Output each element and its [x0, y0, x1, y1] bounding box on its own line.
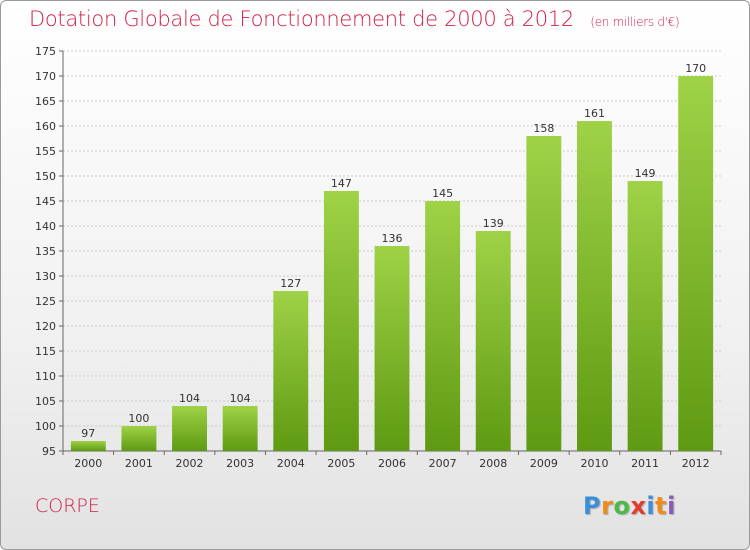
- bar-2003: [222, 406, 258, 451]
- x-tick-label: 2000: [74, 457, 102, 470]
- bar-2010: [576, 121, 612, 451]
- logo-letter: i: [646, 492, 656, 520]
- x-tick-label: 2001: [125, 457, 153, 470]
- y-tick-label: 145: [35, 195, 56, 208]
- commune-name: CORPE: [35, 495, 100, 517]
- logo-letter: o: [613, 492, 631, 520]
- x-tick-label: 2006: [378, 457, 406, 470]
- x-tick-label: 2012: [682, 457, 710, 470]
- data-label: 158: [533, 122, 554, 135]
- y-tick-label: 135: [35, 245, 56, 258]
- x-tick-label: 2010: [580, 457, 608, 470]
- y-tick-label: 120: [35, 320, 56, 333]
- x-tick-label: 2007: [429, 457, 457, 470]
- data-label: 139: [483, 217, 504, 230]
- data-label: 97: [81, 427, 95, 440]
- logo-letter: x: [630, 492, 647, 520]
- data-label: 100: [128, 412, 149, 425]
- y-tick-label: 155: [35, 145, 56, 158]
- y-tick-label: 110: [35, 370, 56, 383]
- y-tick-label: 165: [35, 95, 56, 108]
- bar-2009: [526, 136, 562, 451]
- bar-2006: [374, 246, 410, 451]
- data-label: 147: [331, 177, 352, 190]
- data-label: 149: [635, 167, 656, 180]
- logo-letter: P: [583, 492, 602, 520]
- x-tick-label: 2011: [631, 457, 659, 470]
- data-label: 104: [230, 392, 251, 405]
- chart-title-text: Dotation Globale de Fonctionnement de 20…: [29, 7, 574, 31]
- bar-2005: [323, 191, 359, 451]
- data-label: 127: [280, 277, 301, 290]
- bar-2008: [475, 231, 511, 451]
- y-tick-label: 95: [42, 445, 56, 458]
- data-label: 145: [432, 187, 453, 200]
- bar-2011: [627, 181, 663, 451]
- logo-letter: r: [601, 492, 614, 520]
- chart-unit: (en milliers d'€): [590, 15, 680, 29]
- bar-2012: [678, 76, 714, 451]
- data-label: 136: [382, 232, 403, 245]
- logo-letter: i: [667, 492, 676, 520]
- y-tick-label: 130: [35, 270, 56, 283]
- proxiti-logo: Proxiti: [583, 492, 676, 520]
- x-tick-label: 2008: [479, 457, 507, 470]
- x-tick-label: 2005: [327, 457, 355, 470]
- y-tick-label: 140: [35, 220, 56, 233]
- bar-2007: [425, 201, 461, 451]
- y-tick-label: 105: [35, 395, 56, 408]
- x-tick-label: 2003: [226, 457, 254, 470]
- y-tick-label: 125: [35, 295, 56, 308]
- data-label: 170: [685, 62, 706, 75]
- y-tick-label: 170: [35, 70, 56, 83]
- bar-2002: [172, 406, 208, 451]
- y-tick-label: 175: [35, 45, 56, 58]
- logo-letter: t: [655, 492, 668, 520]
- chart-title: Dotation Globale de Fonctionnement de 20…: [29, 7, 680, 31]
- y-tick-label: 150: [35, 170, 56, 183]
- bar-2004: [273, 291, 309, 451]
- bar-2000: [70, 441, 106, 451]
- y-tick-label: 160: [35, 120, 56, 133]
- data-label: 161: [584, 107, 605, 120]
- y-tick-label: 115: [35, 345, 56, 358]
- y-tick-label: 100: [35, 420, 56, 433]
- bar-2001: [121, 426, 157, 451]
- data-label: 104: [179, 392, 200, 405]
- x-tick-label: 2004: [277, 457, 305, 470]
- x-tick-label: 2002: [176, 457, 204, 470]
- x-tick-label: 2009: [530, 457, 558, 470]
